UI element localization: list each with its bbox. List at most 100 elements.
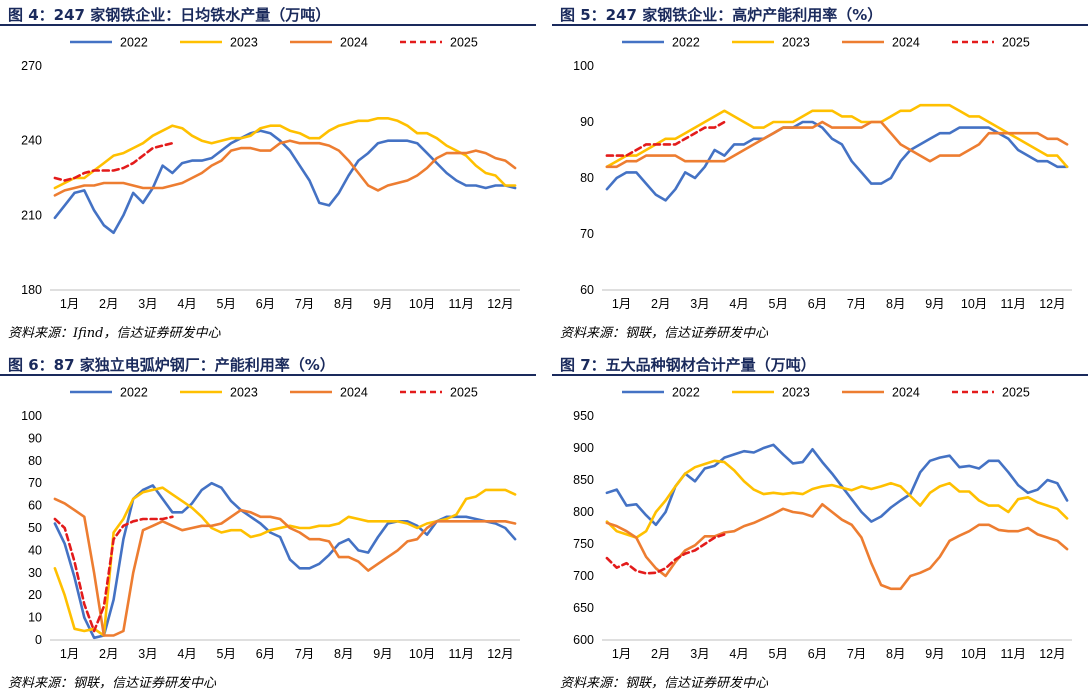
x-tick-label: 1月: [60, 647, 79, 661]
legend-label: 2022: [672, 386, 700, 400]
x-tick-label: 5月: [217, 647, 236, 661]
x-tick-label: 6月: [808, 647, 827, 661]
legend-label: 2024: [340, 386, 368, 400]
y-tick-label: 650: [573, 601, 594, 615]
y-tick-label: 50: [28, 521, 42, 535]
x-tick-label: 3月: [690, 647, 709, 661]
series-line-2023: [605, 459, 1069, 539]
series-line-2022: [53, 129, 517, 235]
y-tick-label: 0: [35, 633, 42, 647]
x-tick-label: 8月: [334, 297, 353, 311]
y-tick-label: 800: [573, 505, 594, 519]
x-tick-label: 1月: [612, 647, 631, 661]
chart-title: 图 6：87 家独立电弧炉钢厂：产能利用率（%）: [0, 350, 536, 376]
series-line-2022: [605, 120, 1069, 202]
y-tick-label: 80: [580, 171, 594, 185]
x-tick-label: 12月: [487, 647, 513, 661]
y-tick-label: 60: [580, 283, 594, 297]
x-tick-label: 10月: [961, 297, 987, 311]
series-line-2023: [53, 117, 517, 190]
series-line-2024: [605, 120, 1069, 169]
y-tick-label: 100: [21, 409, 42, 423]
legend-label: 2025: [450, 386, 478, 400]
x-tick-label: 12月: [1039, 297, 1065, 311]
x-tick-label: 12月: [487, 297, 513, 311]
source-note: 资料来源：钢联，信达证券研发中心: [560, 326, 769, 341]
x-tick-label: 6月: [256, 297, 275, 311]
x-tick-label: 10月: [409, 297, 435, 311]
x-tick-label: 4月: [177, 647, 196, 661]
legend-label: 2023: [782, 36, 810, 50]
series-line-2024: [53, 497, 517, 637]
x-tick-label: 12月: [1039, 647, 1065, 661]
series-line-2025: [53, 515, 174, 633]
chart-title: 图 7：五大品种钢材合计产量（万吨）: [552, 350, 1088, 376]
y-tick-label: 60: [28, 499, 42, 513]
y-tick-label: 900: [573, 441, 594, 455]
legend-label: 2023: [782, 386, 810, 400]
x-tick-label: 9月: [373, 647, 392, 661]
x-tick-label: 2月: [99, 297, 118, 311]
series-line-2025: [605, 120, 726, 157]
chart-svg: 0 10 20 30 40 50 60 70 80 90 100 1月 2月 3月 4月 5月 6月 7月 8月 9月…: [21, 386, 520, 661]
x-tick-label: 9月: [925, 647, 944, 661]
y-tick-label: 70: [580, 227, 594, 241]
x-tick-label: 11月: [1001, 297, 1026, 311]
legend-label: 2024: [340, 36, 368, 50]
legend-label: 2022: [120, 386, 148, 400]
x-tick-label: 1月: [612, 297, 631, 311]
y-tick-label: 90: [580, 115, 594, 129]
y-tick-label: 270: [21, 59, 42, 73]
x-tick-label: 11月: [449, 297, 474, 311]
chart-panel-4: 图 7：五大品种钢材合计产量（万吨） 600 650 700 750 800 850 900…: [552, 350, 1088, 691]
chart-panel-3: 图 6：87 家独立电弧炉钢厂：产能利用率（%） 0 10 20 30 40 50 60 70…: [0, 350, 536, 691]
x-tick-label: 9月: [925, 297, 944, 311]
legend-label: 2024: [892, 386, 920, 400]
y-tick-label: 950: [573, 409, 594, 423]
series-line-2024: [53, 139, 517, 197]
legend-label: 2024: [892, 36, 920, 50]
x-tick-label: 8月: [886, 647, 905, 661]
x-tick-label: 5月: [769, 647, 788, 661]
x-tick-label: 11月: [1001, 647, 1026, 661]
x-tick-label: 11月: [449, 647, 474, 661]
x-tick-label: 7月: [295, 647, 314, 661]
legend-label: 2022: [672, 36, 700, 50]
series-line-2025: [605, 533, 726, 575]
x-tick-label: 6月: [808, 297, 827, 311]
chart-title: 图 4：247 家钢铁企业：日均铁水产量（万吨）: [0, 0, 536, 26]
legend-label: 2025: [1002, 386, 1030, 400]
source-note: 资料来源：钢联，信达证券研发中心: [560, 676, 769, 691]
series-line-2023: [53, 486, 517, 637]
y-tick-label: 180: [21, 283, 42, 297]
y-tick-label: 40: [28, 543, 42, 557]
chart-svg: 600 650 700 750 800 850 900 950 1月 2月 3月 4月 5月 6月 7月 8月…: [573, 386, 1072, 661]
x-tick-label: 3月: [138, 647, 157, 661]
x-tick-label: 2月: [99, 647, 118, 661]
chart-panel-1: 图 4：247 家钢铁企业：日均铁水产量（万吨） 180 210 240 270 1月 2…: [0, 0, 536, 341]
chart-panel-2: 图 5：247 家钢铁企业：高炉产能利用率（%） 60 70 80 90 100 1月 2月…: [552, 0, 1088, 341]
legend-label: 2023: [230, 36, 258, 50]
x-tick-label: 8月: [334, 647, 353, 661]
y-tick-label: 600: [573, 633, 594, 647]
y-tick-label: 70: [28, 476, 42, 490]
y-tick-label: 10: [28, 611, 42, 625]
chart-svg: 60 70 80 90 100 1月 2月 3月 4月 5月 6月 7月 8月 9月 10月 11月 12月 20…: [573, 36, 1072, 311]
x-tick-label: 2月: [651, 297, 670, 311]
series-line-2022: [53, 481, 517, 640]
x-tick-label: 10月: [409, 647, 435, 661]
legend-label: 2025: [450, 36, 478, 50]
x-tick-label: 9月: [373, 297, 392, 311]
x-tick-label: 4月: [177, 297, 196, 311]
series-line-2024: [605, 503, 1069, 591]
series-line-2023: [605, 103, 1069, 169]
x-tick-label: 2月: [651, 647, 670, 661]
x-tick-label: 5月: [217, 297, 236, 311]
y-tick-label: 100: [573, 59, 594, 73]
x-tick-label: 3月: [690, 297, 709, 311]
y-tick-label: 700: [573, 569, 594, 583]
legend-label: 2022: [120, 36, 148, 50]
x-tick-label: 6月: [256, 647, 275, 661]
x-tick-label: 7月: [847, 297, 866, 311]
chart-svg: 180 210 240 270 1月 2月 3月 4月 5月 6月 7月 8月 9月 10月 11月 12月 2…: [21, 36, 520, 311]
